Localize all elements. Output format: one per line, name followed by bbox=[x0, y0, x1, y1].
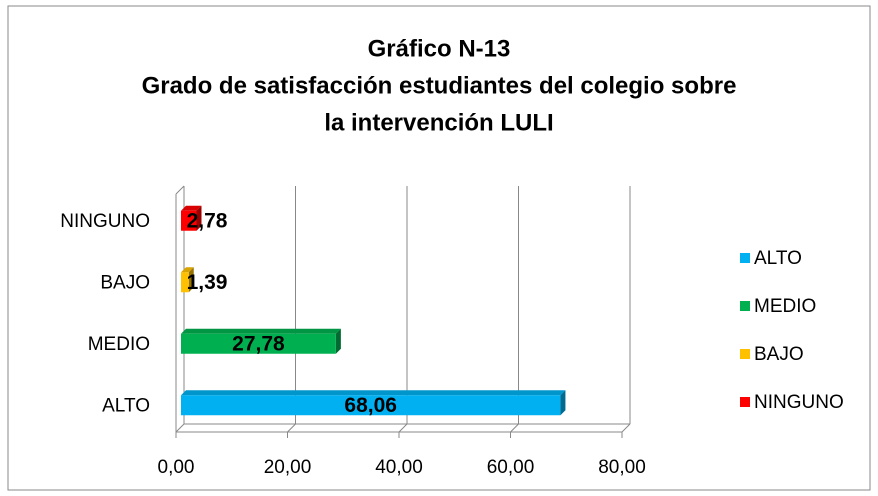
grid-line bbox=[510, 423, 519, 433]
grid-line bbox=[621, 423, 631, 433]
legend-label: NINGUNO bbox=[754, 392, 844, 413]
bar bbox=[181, 210, 197, 231]
bar-top bbox=[181, 205, 202, 211]
axis-line bbox=[175, 185, 185, 195]
bar-top bbox=[181, 267, 194, 273]
x-tick-label: 80,00 bbox=[598, 457, 646, 478]
chart-title: Grado de satisfacción estudiantes del co… bbox=[142, 72, 737, 99]
x-tick-label: 60,00 bbox=[487, 457, 535, 478]
y-tick-label: MEDIO bbox=[88, 334, 150, 355]
x-tick-label: 20,00 bbox=[264, 457, 312, 478]
legend-label: BAJO bbox=[754, 344, 804, 365]
bar-side bbox=[196, 205, 202, 231]
x-tick-label: 40,00 bbox=[375, 457, 423, 478]
legend-swatch bbox=[740, 253, 750, 263]
y-tick-label: ALTO bbox=[102, 395, 150, 416]
value-label: 1,39 bbox=[187, 271, 228, 294]
chart-title: la intervención LULI bbox=[324, 109, 553, 136]
bar-side bbox=[560, 390, 566, 416]
legend-swatch bbox=[740, 397, 750, 407]
value-label: 2,78 bbox=[187, 209, 228, 232]
bar bbox=[181, 272, 189, 293]
grid-line bbox=[287, 423, 296, 433]
bar-side bbox=[188, 267, 194, 293]
bar-side bbox=[335, 328, 341, 354]
bar bbox=[181, 395, 561, 416]
bar-top bbox=[181, 390, 566, 396]
legend-label: ALTO bbox=[754, 248, 802, 269]
grid-line bbox=[175, 423, 185, 433]
y-tick-label: NINGUNO bbox=[60, 211, 150, 232]
value-label: 68,06 bbox=[344, 394, 397, 417]
bar bbox=[181, 333, 336, 354]
chart-title: Gráfico N-13 bbox=[368, 35, 511, 62]
value-label: 27,78 bbox=[232, 332, 285, 355]
legend-swatch bbox=[740, 349, 750, 359]
y-tick-label: BAJO bbox=[100, 272, 150, 293]
legend-label: MEDIO bbox=[754, 296, 816, 317]
x-tick-label: 0,00 bbox=[158, 457, 195, 478]
grid-line bbox=[398, 423, 408, 433]
bar-top bbox=[181, 328, 341, 334]
legend-swatch bbox=[740, 301, 750, 311]
